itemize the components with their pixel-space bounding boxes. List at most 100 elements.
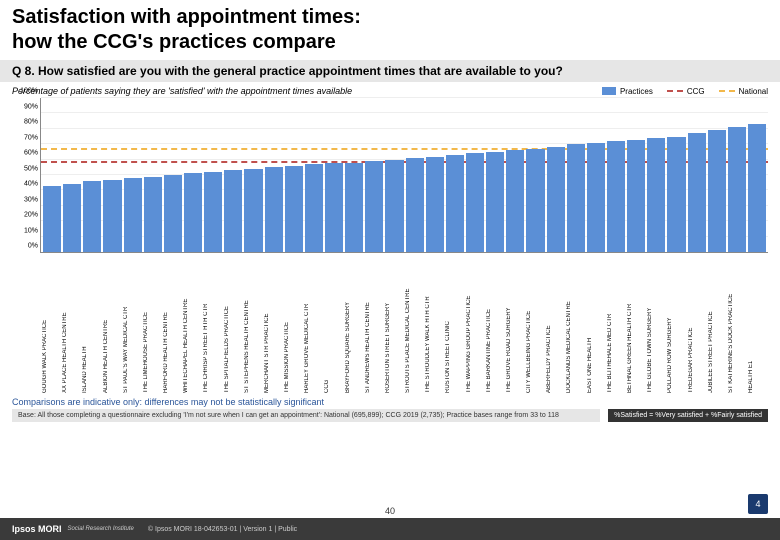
bar: [728, 127, 746, 252]
x-tick-label: HARLEY GROVE MEDICAL CTR: [304, 253, 322, 393]
bar: [708, 130, 726, 252]
bar: [426, 157, 444, 252]
bar: [184, 173, 202, 252]
title-line-1: Satisfaction with appointment times:: [0, 0, 780, 31]
chart-description: Percentage of patients saying they are '…: [12, 86, 352, 96]
bar: [224, 170, 242, 252]
x-tick-label: ST KATHERINE'S DOCK PRACTICE: [728, 253, 746, 393]
bars: [41, 98, 768, 252]
base-note: Base: All those completing a questionnai…: [12, 409, 600, 422]
x-tick-label: STROUTS PLACE MEDICAL CENTRE: [405, 253, 423, 393]
copyright: © Ipsos MORI 18-042653-01 | Version 1 | …: [148, 526, 297, 533]
bar: [587, 143, 605, 252]
x-tick-label: DOCKLANDS MEDICAL CENTRE: [566, 253, 584, 393]
bar: [748, 124, 766, 252]
bar: [63, 184, 81, 252]
y-tick-label: 80%: [12, 119, 38, 126]
x-tick-label: ABERFELDY PRACTICE: [546, 253, 564, 393]
bar: [305, 164, 323, 252]
x-tick-label: THE MISSION PRACTICE: [284, 253, 302, 393]
legend-practices: Practices: [602, 87, 653, 96]
bar: [446, 155, 464, 252]
legend-national-label: National: [739, 87, 768, 96]
x-tick-label: ST ANDREWS HEALTH CENTRE: [365, 253, 383, 393]
y-tick-label: 10%: [12, 227, 38, 234]
bar: [265, 167, 283, 252]
x-tick-label: ISLAND HEALTH: [82, 253, 100, 393]
x-tick-label: BETHNAL GREEN HEALTH CTR: [627, 253, 645, 393]
bar: [204, 172, 222, 252]
x-tick-label: THE WAPPING GROUP PRACTICE: [466, 253, 484, 393]
x-tick-label: GOUGH WALK PRACTICE: [42, 253, 60, 393]
y-tick-label: 0%: [12, 243, 38, 250]
x-tick-label: POLLARD ROW SURGERY: [667, 253, 685, 393]
bar: [688, 133, 706, 252]
x-tick-label: CCG: [324, 253, 342, 393]
swatch-practices: [602, 87, 616, 95]
legend-ccg: CCG: [667, 87, 705, 96]
swatch-ccg: [667, 90, 683, 92]
x-tick-label: XX PLACE HEALTH CENTRE: [62, 253, 80, 393]
bar: [567, 144, 585, 252]
y-tick-label: 30%: [12, 196, 38, 203]
x-tick-label: TREDEGAR PRACTICE: [688, 253, 706, 393]
x-tick-label: THE CHRISP STREET HTH CTR: [203, 253, 221, 393]
bar: [526, 149, 544, 252]
bar: [466, 153, 484, 252]
x-tick-label: MERCHANT STR PRACTICE: [264, 253, 282, 393]
y-tick-label: 60%: [12, 150, 38, 157]
x-tick-label: THE BARKANTINE PRACTICE: [486, 253, 504, 393]
legend: Practices CCG National: [602, 87, 768, 96]
bar: [144, 177, 162, 252]
x-tick-label: EAST ONE HEALTH: [587, 253, 605, 393]
y-tick-label: 90%: [12, 103, 38, 110]
bar: [627, 140, 645, 252]
y-tick-label: 40%: [12, 181, 38, 188]
chart-area: 0%10%20%30%40%50%60%70%80%90%100%: [12, 98, 768, 253]
y-tick-label: 50%: [12, 165, 38, 172]
bar: [124, 178, 142, 252]
x-tick-label: THE GLOBE TOWN SURGERY: [647, 253, 665, 393]
y-tick-label: 70%: [12, 134, 38, 141]
bar: [406, 158, 424, 252]
bar: [345, 163, 363, 252]
logo-icon: 4: [748, 494, 768, 514]
chart-header: Percentage of patients saying they are '…: [0, 82, 780, 98]
x-axis-labels: GOUGH WALK PRACTICEXX PLACE HEALTH CENTR…: [40, 253, 768, 393]
x-tick-label: THE SPITALFIELDS PRACTICE: [224, 253, 242, 393]
ipsos-brand: Ipsos MORI: [12, 524, 62, 534]
comparison-note: Comparisons are indicative only: differe…: [0, 393, 780, 409]
x-tick-label: WHITECHAPEL HEALTH CENTRE: [183, 253, 201, 393]
x-tick-label: ALBION HEALTH CENTRE: [103, 253, 121, 393]
legend-ccg-label: CCG: [687, 87, 705, 96]
bar: [607, 141, 625, 252]
plot: [40, 98, 768, 253]
title-line-2: how the CCG's practices compare: [0, 31, 780, 60]
bar: [486, 152, 504, 252]
bar: [244, 169, 262, 252]
x-tick-label: RUSTON STREET CLINIC: [445, 253, 463, 393]
x-tick-label: HEALTH E1: [748, 253, 766, 393]
x-tick-label: HARFORD HEALTH CENTRE: [163, 253, 181, 393]
bar: [365, 161, 383, 252]
y-tick-label: 100%: [12, 88, 38, 95]
bar: [385, 160, 403, 252]
bar: [43, 186, 61, 252]
bar: [164, 175, 182, 252]
bar: [83, 181, 101, 252]
legend-practices-label: Practices: [620, 87, 653, 96]
satisfaction-note: %Satisfied = %Very satisfied + %Fairly s…: [608, 409, 768, 422]
x-tick-label: ST STEPHENS HEALTH CENTRE: [244, 253, 262, 393]
sri-label: Social Research Institute: [68, 526, 134, 532]
swatch-national: [719, 90, 735, 92]
bar: [667, 137, 685, 253]
bottom-bar: Ipsos MORI Social Research Institute © I…: [0, 518, 780, 540]
bar: [325, 163, 343, 252]
x-tick-label: THE GROVE ROAD SURGERY: [506, 253, 524, 393]
bar: [285, 166, 303, 252]
footer-row: Base: All those completing a questionnai…: [0, 409, 780, 422]
x-tick-label: ST PAUL'S WAY MEDICAL CTR: [123, 253, 141, 393]
bar: [647, 138, 665, 252]
x-tick-label: ROSERTON STREET SURGERY: [385, 253, 403, 393]
question-text: Q 8. How satisfied are you with the gene…: [0, 60, 780, 82]
